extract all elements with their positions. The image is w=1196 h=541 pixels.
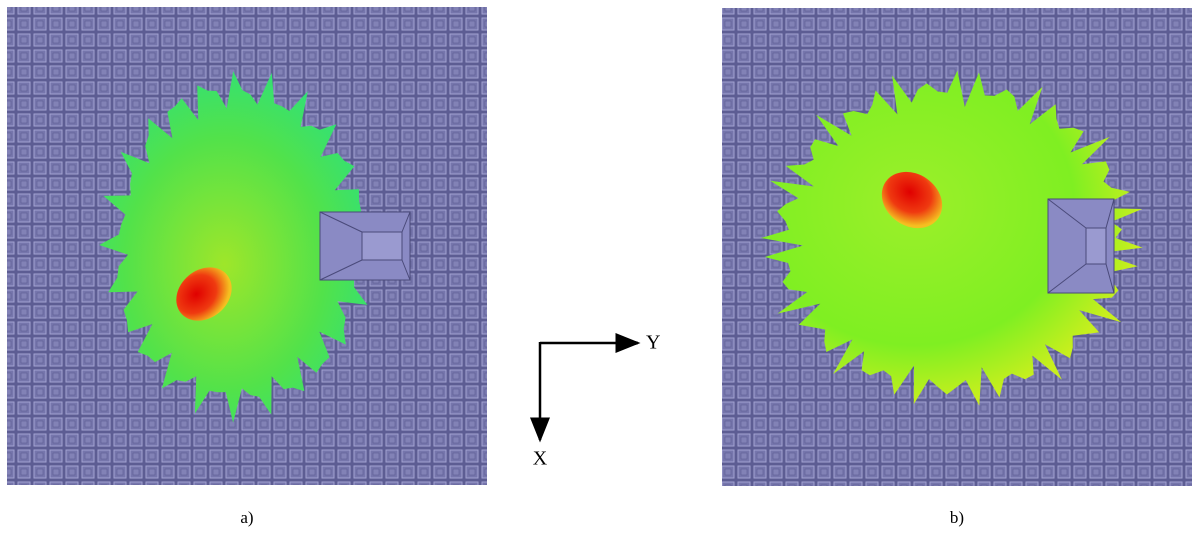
axes-indicator [530,333,641,443]
feed-horn [1047,198,1115,294]
main-beam [881,171,943,229]
x-axis-label: X [533,448,548,470]
y-axis-label: Y [646,332,660,354]
main-beam [176,267,232,321]
panel-a [7,7,487,485]
panel-b [722,8,1192,486]
radiation-pattern [761,70,1143,406]
feed-horn [319,211,411,281]
radiation-pattern [99,71,378,423]
panel-label: a) [240,508,253,527]
panel-label: b) [950,508,964,527]
